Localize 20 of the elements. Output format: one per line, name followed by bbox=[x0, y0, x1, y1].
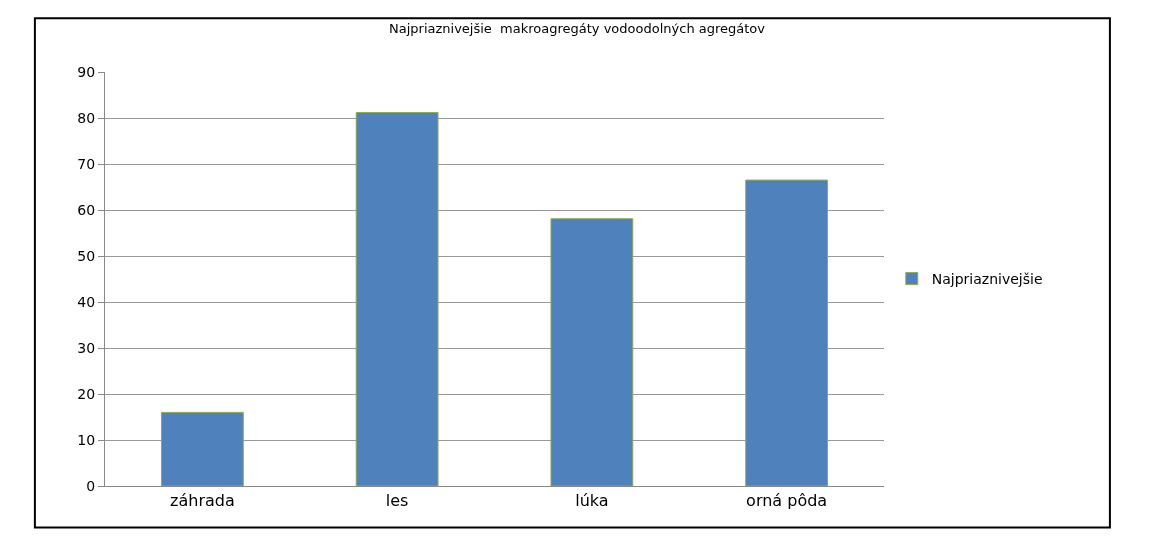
y-tick-label: 70 bbox=[77, 155, 96, 172]
y-tick-label: 10 bbox=[77, 431, 96, 448]
bar bbox=[355, 111, 439, 486]
y-tick-label: 30 bbox=[77, 339, 96, 356]
x-tick-label: lúka bbox=[575, 491, 609, 511]
x-tick-label: záhrada bbox=[170, 491, 235, 511]
y-tick-label: 50 bbox=[77, 247, 96, 264]
y-tick-label: 0 bbox=[86, 477, 96, 494]
y-tick-label: 60 bbox=[77, 201, 96, 218]
y-tick-label: 80 bbox=[77, 109, 96, 126]
legend-label: Najpriaznivejšie bbox=[931, 271, 1043, 288]
x-tick-label: les bbox=[385, 491, 409, 511]
y-tick-label: 20 bbox=[77, 385, 96, 402]
bar bbox=[745, 179, 829, 486]
bar bbox=[160, 411, 244, 486]
y-tick-label: 40 bbox=[77, 293, 96, 310]
chart-title: Najpriaznivejšie makroagregáty vodoodolných agregátov bbox=[388, 21, 766, 37]
y-tick-label: 90 bbox=[77, 63, 96, 80]
bar bbox=[550, 218, 634, 486]
x-tick-label: orná pôda bbox=[746, 491, 828, 511]
